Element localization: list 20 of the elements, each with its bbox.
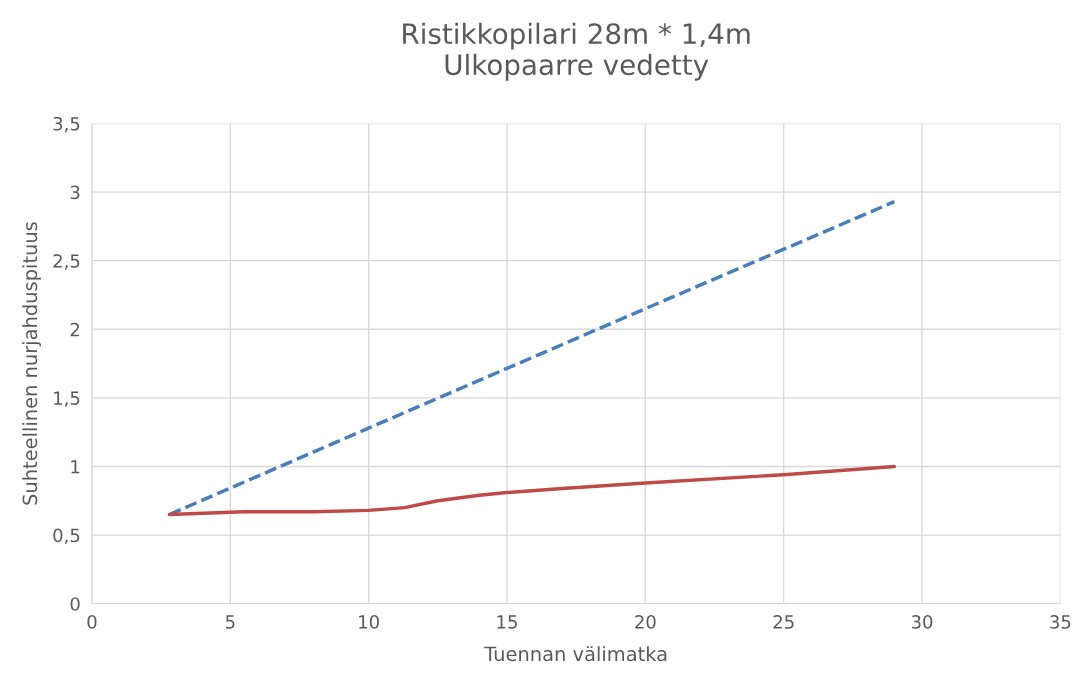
x-tick-label: 30 xyxy=(911,615,933,629)
line-series xyxy=(167,464,897,517)
y-axis-title: Suhteellinen nurjahduspituus xyxy=(22,222,42,505)
x-tick-label: 5 xyxy=(225,615,235,629)
chart-title: Ristikkopilari 28m * 1,4m Ulkopaarre vedetty xyxy=(403,22,750,81)
x-axis-title: Tuennan välimatka xyxy=(484,646,667,662)
x-tick-label: 20 xyxy=(635,615,656,629)
y-tick-label: 2 xyxy=(70,322,80,337)
x-tick-label: 10 xyxy=(359,615,379,629)
x-tick-label: 35 xyxy=(1050,615,1071,629)
x-tick-label: 25 xyxy=(773,615,794,629)
y-tick-label: 3,5 xyxy=(53,116,80,133)
y-tick-label: 3 xyxy=(70,185,80,200)
y-tick-label: 2,5 xyxy=(53,254,80,270)
y-tick-label: 0,5 xyxy=(53,528,80,545)
x-tick-label: 15 xyxy=(497,615,517,629)
y-tick-label: 1 xyxy=(71,460,80,474)
y-tick-label: 0 xyxy=(70,597,80,611)
y-tick-label: 1,5 xyxy=(54,391,80,407)
x-tick-label: 0 xyxy=(87,615,97,629)
